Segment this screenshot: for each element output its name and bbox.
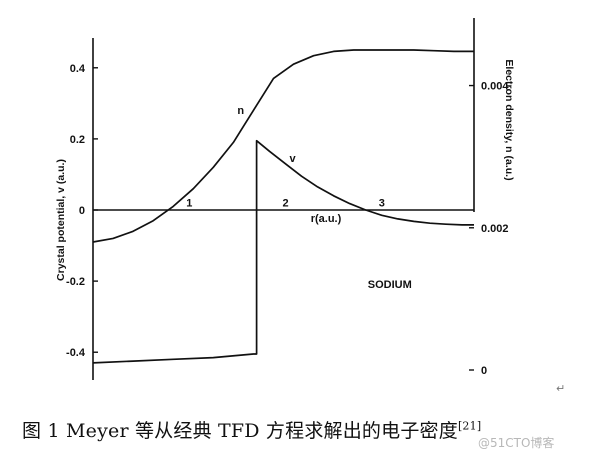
right-tick-label: 0.004 [481, 81, 509, 93]
chart-labels: n v 1 2 3 r(a.u.) SODIUM Crystal potential, v (… [55, 59, 515, 291]
chart-ticks: 0.4 0.2 0 -0.2 -0.4 0.004 0.002 0 [66, 63, 509, 377]
series-label-n: n [237, 105, 244, 117]
right-axis-title: Electron density, n (a.u.) [503, 59, 515, 180]
return-mark: ↵ [556, 382, 566, 395]
watermark: @51CTO博客 [478, 436, 555, 450]
chart: 0.4 0.2 0 -0.2 -0.4 0.004 0.002 0 n v 1 2 3 r(a.u.) S… [55, 18, 515, 380]
figure-caption-text: 图 1 Meyer 等从经典 TFD 方程求解出的电子密度 [22, 420, 458, 442]
series-line-n [92, 49, 474, 243]
left-tick-label: -0.2 [66, 276, 85, 288]
x-axis-label: r(a.u.) [311, 213, 342, 225]
region-label: 3 [379, 197, 385, 209]
right-tick-label: 0.002 [481, 223, 509, 235]
left-axis-title: Crystal potential, v (a.u.) [55, 159, 67, 281]
figure-caption: 图 1 Meyer 等从经典 TFD 方程求解出的电子密度[21] [22, 416, 481, 443]
chart-series [92, 49, 474, 364]
annotation-sodium: SODIUM [368, 279, 412, 291]
region-label: 1 [186, 197, 192, 209]
left-tick-label: 0.2 [70, 134, 85, 146]
series-line-v [92, 139, 474, 364]
series-label-v: v [290, 153, 297, 165]
right-tick-label: 0 [481, 365, 487, 377]
left-tick-label: 0.4 [70, 63, 86, 75]
left-tick-label: -0.4 [66, 347, 86, 359]
figure-caption-ref: [21] [457, 419, 482, 433]
left-tick-label: 0 [79, 205, 85, 217]
chart-axes [92, 18, 475, 380]
region-label: 2 [282, 197, 288, 209]
